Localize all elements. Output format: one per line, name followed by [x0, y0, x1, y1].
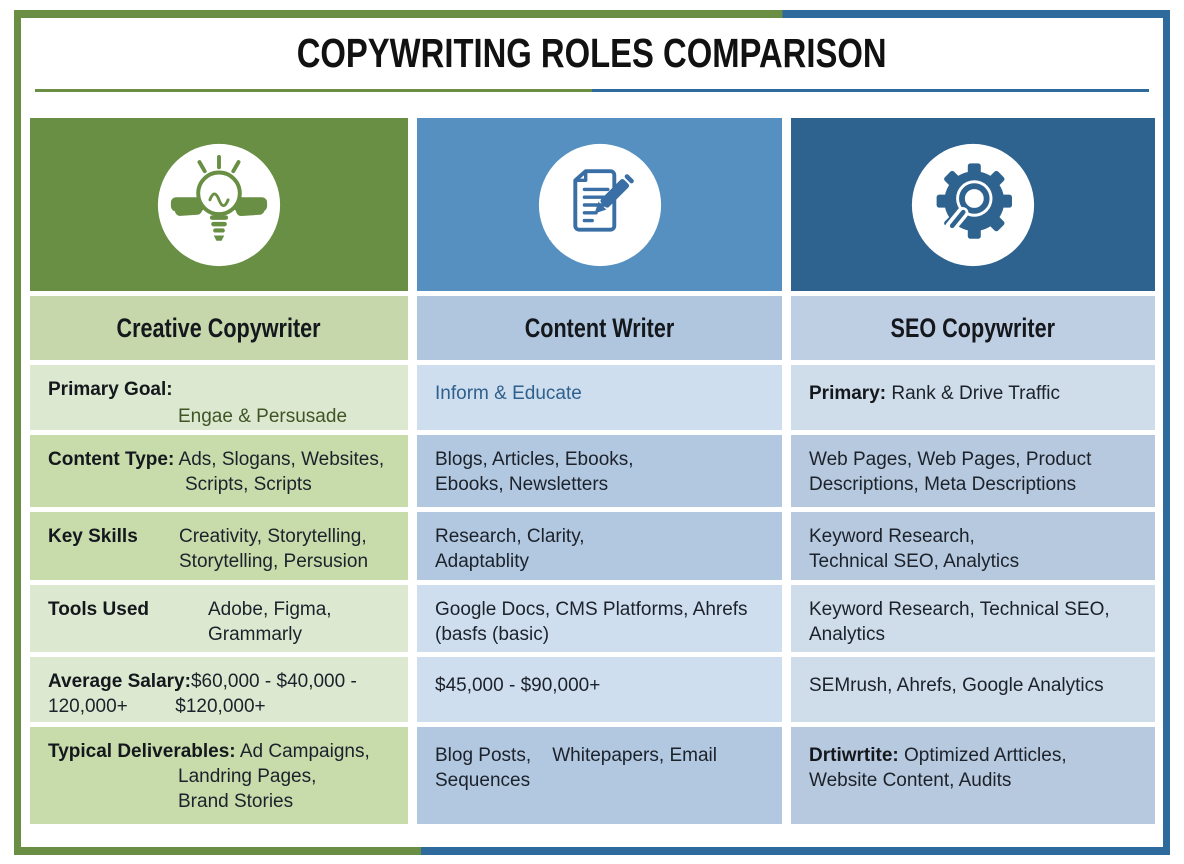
- cell-label: Tools Used: [48, 599, 149, 620]
- cell-content-tools-used: Google Docs, CMS Platforms, Ahrefs (basf…: [417, 585, 782, 652]
- cell-value: Google Docs, CMS Platforms, Ahrefs (basf…: [435, 599, 748, 646]
- frame-border-bottom: [14, 847, 1170, 855]
- cell-creative-tools-used: Tools Used Adobe, Figma, Grammarly: [30, 585, 408, 652]
- comparison-table: Creative Copywriter Content Writer SEO C…: [30, 118, 1155, 824]
- cell-label: Drtiwrtite:: [809, 745, 899, 766]
- cell-label: Average Salary:: [48, 671, 191, 692]
- cell-label: Typical Deliverables:: [48, 741, 236, 762]
- frame-border-right: [1163, 10, 1170, 855]
- cell-seo-tools-used: Keyword Research, Technical SEO, Analyti…: [791, 585, 1155, 652]
- cell-value: Keyword Research, Technical SEO, Analyti…: [809, 526, 1020, 573]
- cell-value: Creativity, Storytelling, Storytelling, …: [179, 526, 369, 573]
- cell-creative-typical-deliverables: Typical Deliverables: Ad Campaigns, Land…: [30, 727, 408, 824]
- content-icon-header: [417, 118, 782, 291]
- cell-value: SEMrush, Ahrefs, Google Analytics: [809, 675, 1104, 696]
- cell-seo-key-skills: Keyword Research, Technical SEO, Analyti…: [791, 512, 1155, 580]
- cell-value: Research, Clarity, Adaptablity: [435, 526, 585, 573]
- cell-content-primary-goal: Inform & Educate: [417, 365, 782, 430]
- cell-content-average-salary: $45,000 - $90,000+: [417, 657, 782, 722]
- cell-seo-typical-deliverables: Drtiwrtite: Optimized Artticles, Website…: [791, 727, 1155, 824]
- title-divider: [35, 89, 1149, 92]
- cell-value: Optimized Artticles, Website Content, Au…: [809, 745, 1067, 792]
- column-header-content-label: Content Writer: [524, 312, 675, 343]
- cell-value: Web Pages, Web Pages, Product Descriptio…: [809, 449, 1092, 496]
- cell-value: $60,000 - $40,000 - 120,000+ $120,000+: [48, 671, 357, 718]
- creative-icon-header: [30, 118, 408, 291]
- cell-creative-content-type: Content Type: Ads, Slogans, Websites, Sc…: [30, 435, 408, 507]
- cell-value: Blog Posts, Whitepapers, Email Sequences: [435, 745, 717, 792]
- page-title: COPYWRITING ROLES COMPARISON: [0, 30, 1184, 77]
- cell-value: Inform & Educate: [435, 383, 582, 404]
- seo-icon-header: [791, 118, 1155, 291]
- cell-seo-average-salary: SEMrush, Ahrefs, Google Analytics: [791, 657, 1155, 722]
- cell-content-content-type: Blogs, Articles, Ebooks, Ebooks, Newslet…: [417, 435, 782, 507]
- lightbulb-brush-icon: [157, 143, 281, 266]
- frame-border-left: [14, 10, 21, 855]
- cell-seo-content-type: Web Pages, Web Pages, Product Descriptio…: [791, 435, 1155, 507]
- cell-creative-primary-goal: Primary Goal: Engae & Persusade: [30, 365, 408, 430]
- column-header-seo-label: SEO Copywriter: [890, 312, 1056, 343]
- column-header-creative-label: Creative Copywriter: [116, 312, 322, 343]
- cell-creative-key-skills: Key Skills Creativity, Storytelling, Stor…: [30, 512, 408, 580]
- cell-content-typical-deliverables: Blog Posts, Whitepapers, Email Sequences: [417, 727, 782, 824]
- cell-label: Primary Goal:: [48, 379, 173, 400]
- cell-content-key-skills: Research, Clarity, Adaptablity: [417, 512, 782, 580]
- column-header-seo: SEO Copywriter: [791, 296, 1155, 360]
- gear-magnifier-icon: [911, 143, 1035, 266]
- cell-seo-primary-goal: Primary: Rank & Drive Traffic: [791, 365, 1155, 430]
- cell-label: Key Skills: [48, 526, 138, 547]
- cell-value: Engae & Persusade: [178, 406, 348, 428]
- frame-border-top: [14, 10, 1170, 18]
- document-pen-icon: [538, 143, 661, 266]
- cell-value: Keyword Research, Technical SEO, Analyti…: [809, 599, 1110, 646]
- cell-value: Blogs, Articles, Ebooks, Ebooks, Newslet…: [435, 449, 634, 496]
- cell-label: Primary:: [809, 383, 887, 404]
- cell-label: Content Type:: [48, 449, 175, 470]
- column-header-content: Content Writer: [417, 296, 782, 360]
- cell-value: Ads, Slogans, Websites, Scripts, Scripts: [178, 449, 385, 496]
- cell-value: $45,000 - $90,000+: [435, 675, 601, 696]
- page-title-text: COPYWRITING ROLES COMPARISON: [297, 30, 887, 76]
- cell-value: Rank & Drive Traffic: [886, 383, 1060, 404]
- cell-creative-average-salary: Average Salary:$60,000 - $40,000 - 120,0…: [30, 657, 408, 722]
- cell-value: Ad Campaigns, Landring Pages, Brand Stor…: [178, 741, 370, 813]
- column-header-creative: Creative Copywriter: [30, 296, 408, 360]
- cell-value: Adobe, Figma, Grammarly: [208, 599, 332, 646]
